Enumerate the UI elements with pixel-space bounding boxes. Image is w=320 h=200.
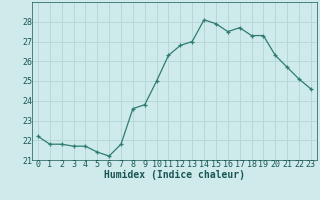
X-axis label: Humidex (Indice chaleur): Humidex (Indice chaleur) xyxy=(104,170,245,180)
